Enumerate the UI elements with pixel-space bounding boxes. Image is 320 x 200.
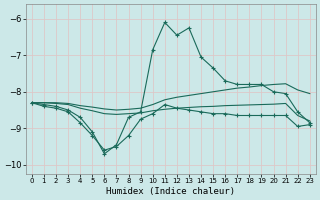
X-axis label: Humidex (Indice chaleur): Humidex (Indice chaleur) (106, 187, 235, 196)
